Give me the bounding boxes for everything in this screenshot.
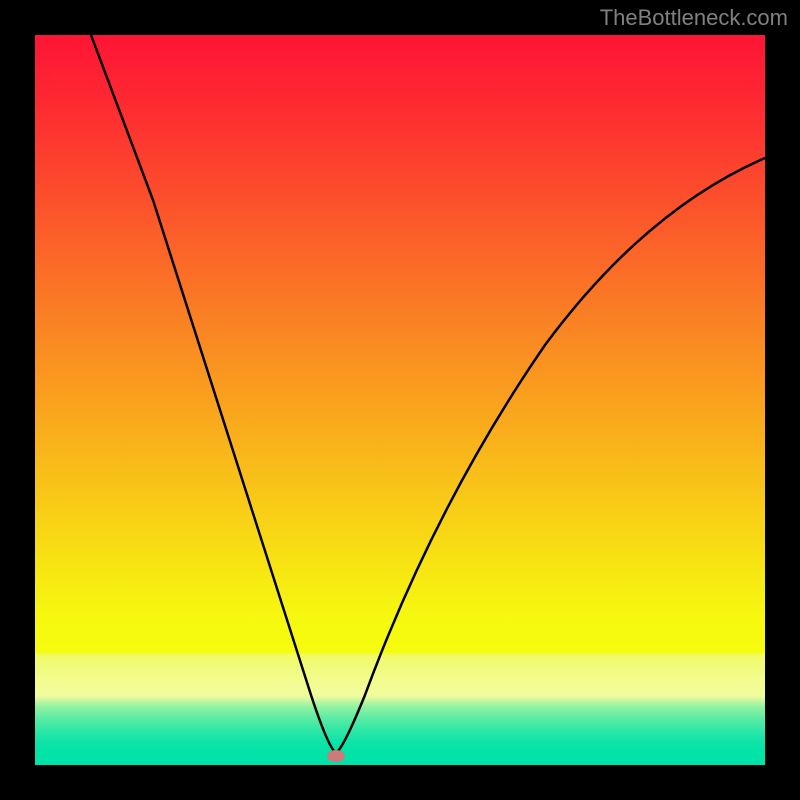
bottleneck-curve [35, 35, 765, 765]
chart-container: TheBottleneck.com [0, 0, 800, 800]
minimum-marker [327, 750, 345, 762]
plot-area [35, 35, 765, 765]
watermark-text: TheBottleneck.com [600, 5, 788, 31]
